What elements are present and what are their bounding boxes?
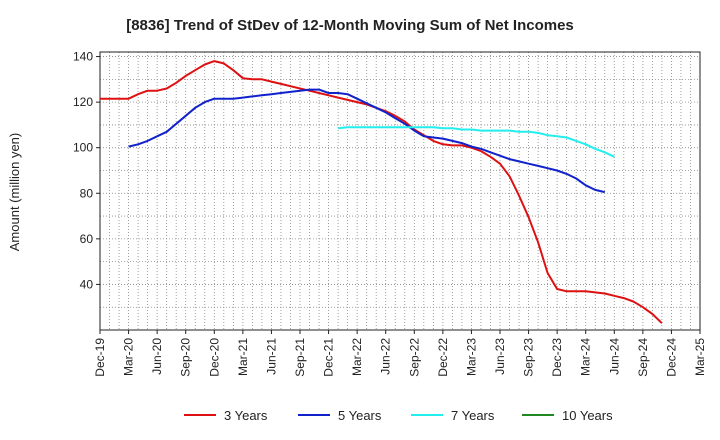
plot-area [99, 51, 701, 331]
legend: 3 Years 5 Years 7 Years 10 Years [184, 408, 613, 423]
x-tick-label: Jun-20 [150, 338, 164, 375]
x-tick-label: Sep-21 [293, 338, 307, 377]
y-tick-label: 40 [80, 277, 94, 291]
x-tick-label: Dec-23 [550, 338, 564, 377]
x-tick-label: Mar-25 [693, 338, 707, 376]
x-tick-label: Mar-21 [236, 338, 250, 376]
legend-label: 7 Years [451, 408, 495, 423]
y-axis-label: Amount (million yen) [7, 133, 22, 252]
x-tick-label: Sep-24 [636, 338, 650, 377]
x-tick-label: Jun-24 [607, 338, 621, 375]
y-tick-label: 100 [73, 141, 93, 155]
x-tick-label: Dec-22 [436, 338, 450, 377]
x-axis: Dec-19 Mar-20 Jun-20 Sep-20 Dec-20 Mar-21 Jun-… [93, 330, 707, 377]
y-tick-label: 120 [73, 95, 93, 109]
x-tick-label: Mar-24 [579, 338, 593, 376]
grid [100, 52, 700, 330]
x-tick-label: Dec-24 [664, 338, 678, 377]
x-tick-label: Dec-19 [93, 338, 107, 377]
y-tick-label: 60 [80, 232, 94, 246]
y-axis: 40 60 80 100 120 140 [73, 50, 100, 291]
x-tick-label: Mar-20 [122, 338, 136, 376]
x-tick-label: Mar-23 [464, 338, 478, 376]
legend-label: 10 Years [562, 408, 613, 423]
series-line-5-years [128, 88, 606, 194]
x-tick-label: Jun-22 [379, 338, 393, 375]
x-tick-label: Mar-22 [350, 338, 364, 376]
series-lines [100, 60, 663, 324]
series-line-3-years [100, 60, 663, 324]
x-tick-label: Sep-22 [407, 338, 421, 377]
chart-title: [8836] Trend of StDev of 12-Month Moving… [126, 17, 574, 34]
x-tick-label: Sep-20 [179, 338, 193, 377]
legend-label: 5 Years [338, 408, 382, 423]
y-tick-label: 80 [80, 186, 94, 200]
y-tick-label: 140 [73, 50, 93, 64]
x-tick-label: Jun-21 [264, 338, 278, 375]
series-line-7-years [337, 126, 615, 158]
x-tick-label: Jun-23 [493, 338, 507, 375]
legend-label: 3 Years [224, 408, 268, 423]
x-tick-label: Sep-23 [522, 338, 536, 377]
x-tick-label: Dec-21 [322, 338, 336, 377]
x-tick-label: Dec-20 [207, 338, 221, 377]
